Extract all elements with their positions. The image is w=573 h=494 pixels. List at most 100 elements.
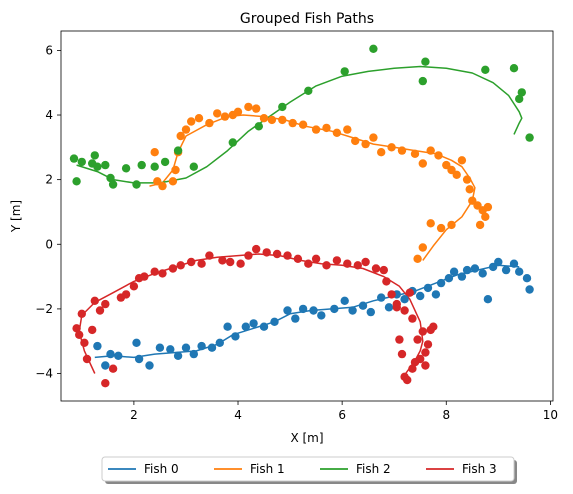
data-point-fish-2	[481, 65, 490, 75]
data-point-fish-2	[421, 57, 430, 66]
data-point-fish-3	[95, 306, 105, 315]
data-point-fish-0	[155, 343, 165, 352]
data-point-fish-0	[457, 272, 467, 281]
data-point-fish-3	[421, 361, 430, 370]
data-point-fish-3	[418, 327, 427, 336]
data-point-fish-0	[494, 257, 503, 267]
data-point-fish-3	[158, 269, 167, 278]
data-point-fish-0	[444, 274, 454, 283]
y-tick-label: 2	[45, 173, 53, 187]
data-point-fish-3	[392, 303, 401, 312]
legend-label-fish-3: Fish 3	[462, 462, 497, 476]
data-point-fish-3	[252, 244, 261, 254]
data-point-fish-1	[194, 114, 204, 123]
data-point-fish-1	[410, 149, 420, 158]
data-point-fish-3	[197, 259, 206, 268]
data-point-fish-1	[351, 136, 360, 146]
data-point-fish-0	[215, 338, 224, 347]
data-point-fish-3	[90, 296, 100, 305]
data-point-fish-1	[418, 243, 427, 252]
data-point-fish-3	[423, 340, 433, 349]
data-point-fish-0	[181, 343, 191, 352]
x-tick-label: 6	[338, 408, 346, 422]
data-point-fish-3	[75, 330, 84, 339]
data-point-fish-1	[452, 170, 461, 179]
data-point-fish-2	[150, 162, 159, 171]
data-point-fish-1	[205, 118, 214, 128]
data-point-fish-1	[426, 146, 435, 155]
x-tick-label: 2	[130, 408, 138, 422]
data-point-fish-1	[418, 159, 427, 168]
data-point-fish-1	[176, 131, 185, 141]
data-point-fish-0	[223, 322, 232, 331]
data-point-fish-0	[101, 361, 110, 370]
data-point-fish-0	[132, 338, 141, 347]
data-point-fish-3	[379, 265, 388, 275]
data-point-fish-1	[481, 212, 490, 221]
data-point-fish-1	[387, 143, 396, 152]
data-point-fish-3	[129, 282, 139, 291]
legend-label-fish-0: Fish 0	[144, 462, 179, 476]
data-point-fish-0	[348, 306, 357, 315]
data-point-fish-0	[93, 341, 102, 351]
data-point-fish-0	[330, 304, 339, 314]
data-point-fish-3	[108, 364, 118, 373]
legend-box	[101, 456, 515, 482]
data-point-fish-3	[82, 354, 92, 364]
data-point-fish-2	[77, 157, 87, 167]
data-point-fish-3	[408, 364, 417, 373]
data-point-fish-2	[517, 88, 526, 97]
data-point-fish-1	[213, 109, 222, 118]
data-point-fish-3	[244, 251, 253, 260]
data-point-fish-0	[470, 264, 480, 273]
data-point-fish-0	[483, 295, 493, 304]
data-point-fish-0	[189, 349, 198, 359]
data-point-fish-0	[207, 343, 217, 352]
data-point-fish-3	[410, 358, 420, 367]
series-line-fish-0	[94, 264, 520, 359]
data-point-fish-1	[369, 133, 378, 142]
data-point-fish-1	[288, 118, 297, 128]
data-point-fish-0	[197, 341, 206, 351]
data-point-fish-1	[278, 115, 287, 125]
data-point-fish-1	[158, 181, 167, 191]
data-point-fish-0	[525, 285, 534, 294]
data-point-fish-2	[525, 133, 534, 142]
data-point-fish-1	[168, 177, 178, 186]
y-tick-label: 4	[45, 108, 53, 122]
data-point-fish-0	[501, 265, 511, 275]
data-point-fish-1	[259, 114, 269, 123]
data-point-fish-1	[465, 185, 474, 194]
data-point-fish-0	[358, 301, 368, 310]
data-point-fish-3	[382, 277, 391, 286]
data-point-fish-2	[509, 63, 519, 73]
data-point-fish-3	[168, 264, 178, 273]
data-point-fish-2	[137, 160, 146, 170]
data-point-fish-2	[304, 86, 313, 96]
data-point-fish-3	[121, 290, 131, 299]
data-point-fish-3	[405, 288, 414, 297]
data-point-fish-1	[150, 148, 159, 157]
data-point-fish-1	[447, 220, 456, 230]
y-tick-label: −2	[35, 302, 53, 316]
data-point-fish-2	[515, 94, 524, 104]
data-point-fish-3	[72, 324, 81, 333]
data-point-fish-3	[88, 325, 97, 335]
data-point-fish-3	[77, 309, 87, 318]
data-point-fish-3	[429, 322, 438, 331]
data-point-fish-3	[176, 261, 185, 270]
data-point-fish-2	[254, 122, 263, 131]
data-point-fish-3	[397, 349, 407, 359]
data-point-fish-3	[395, 335, 404, 344]
data-point-fish-3	[343, 259, 352, 268]
data-point-fish-3	[293, 254, 303, 263]
data-point-fish-0	[145, 361, 154, 370]
data-point-fish-1	[322, 123, 331, 133]
data-point-fish-0	[478, 269, 487, 278]
data-point-fish-0	[431, 290, 441, 299]
data-point-fish-0	[400, 295, 409, 304]
data-point-fish-1	[436, 223, 446, 233]
data-point-fish-1	[298, 120, 308, 129]
data-point-fish-2	[132, 180, 141, 189]
